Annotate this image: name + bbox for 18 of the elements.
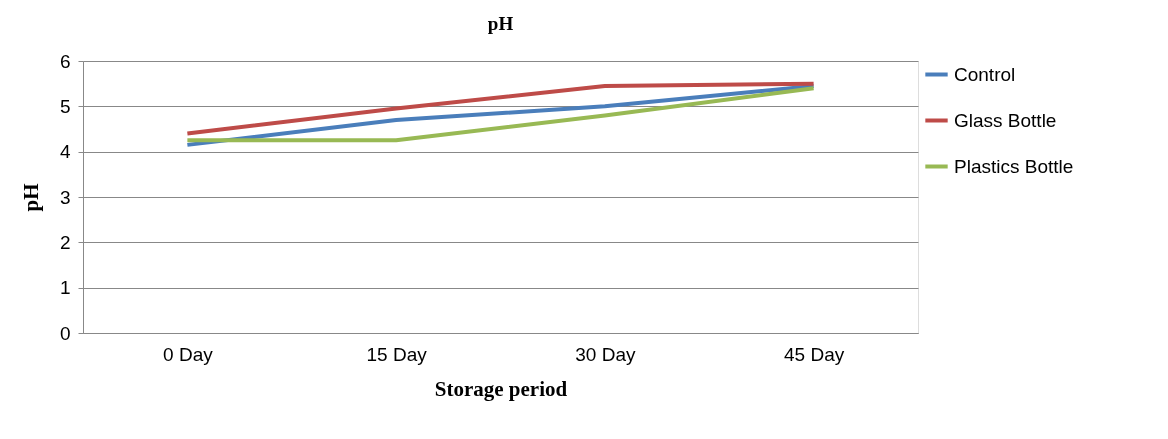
legend-label: Plastics Bottle — [954, 155, 1074, 177]
legend-label: Glass Bottle — [954, 109, 1057, 131]
x-tick-label: 15 Day — [366, 343, 428, 365]
legend-label: Control — [954, 63, 1016, 85]
x-tick-label: 0 Day — [163, 343, 214, 365]
x-tick-label: 45 Day — [784, 343, 845, 365]
line-series — [185, 81, 816, 136]
y-tick-label: 6 — [59, 50, 71, 72]
x-axis-title: Storage period — [434, 376, 568, 401]
y-axis-title: pH — [18, 183, 43, 212]
y-tick-label: 2 — [59, 231, 71, 253]
y-tick-label: 3 — [59, 186, 71, 208]
y-tick-label: 0 — [59, 322, 71, 344]
y-tick-label: 5 — [59, 95, 71, 117]
y-tick-label: 4 — [59, 141, 71, 163]
y-tick-label: 1 — [59, 277, 71, 299]
chart-title: pH — [487, 13, 514, 34]
x-tick-label: 30 Day — [575, 343, 636, 365]
